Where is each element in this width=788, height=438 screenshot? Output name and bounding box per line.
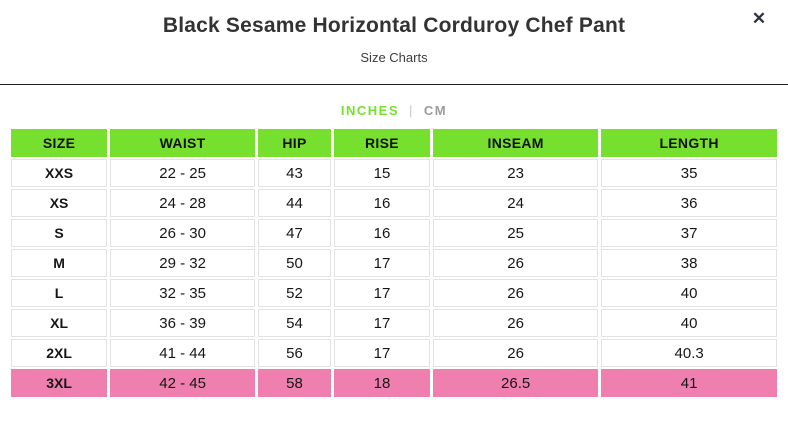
column-header-size: SIZE bbox=[11, 129, 108, 157]
size-cell: 3XL bbox=[11, 369, 108, 397]
modal-subtitle: Size Charts bbox=[360, 50, 428, 65]
header-row: SIZE WAIST HIP RISE INSEAM LENGTH bbox=[11, 129, 777, 157]
value-cell: 17 bbox=[333, 249, 431, 277]
unit-toggle-divider: | bbox=[409, 103, 414, 118]
value-cell: 18 bbox=[333, 369, 431, 397]
column-header-hip: HIP bbox=[258, 129, 331, 157]
value-cell: 25 bbox=[433, 219, 599, 247]
value-cell: 29 - 32 bbox=[110, 249, 256, 277]
table-row-l: L 32 - 35 52 17 26 40 bbox=[11, 279, 777, 307]
table-row-m: M 29 - 32 50 17 26 38 bbox=[11, 249, 777, 277]
value-cell: 52 bbox=[258, 279, 331, 307]
value-cell: 26 bbox=[433, 249, 599, 277]
value-cell: 36 bbox=[601, 189, 777, 217]
value-cell: 32 - 35 bbox=[110, 279, 256, 307]
value-cell: 40 bbox=[601, 279, 777, 307]
size-table: SIZE WAIST HIP RISE INSEAM LENGTH XXS 22 - 25 4… bbox=[8, 127, 780, 399]
size-table-head: SIZE WAIST HIP RISE INSEAM LENGTH bbox=[11, 129, 777, 157]
size-cell: L bbox=[11, 279, 108, 307]
size-table-wrap: SIZE WAIST HIP RISE INSEAM LENGTH XXS 22 - 25 4… bbox=[0, 118, 788, 399]
table-row-xs: XS 24 - 28 44 16 24 36 bbox=[11, 189, 777, 217]
value-cell: 38 bbox=[601, 249, 777, 277]
value-cell: 44 bbox=[258, 189, 331, 217]
table-row-xxs: XXS 22 - 25 43 15 23 35 bbox=[11, 159, 777, 187]
value-cell: 43 bbox=[258, 159, 331, 187]
value-cell: 15 bbox=[333, 159, 431, 187]
close-icon[interactable]: ✕ bbox=[746, 6, 772, 32]
value-cell: 41 - 44 bbox=[110, 339, 256, 367]
value-cell: 26 bbox=[433, 279, 599, 307]
value-cell: 54 bbox=[258, 309, 331, 337]
value-cell: 58 bbox=[258, 369, 331, 397]
size-cell: S bbox=[11, 219, 108, 247]
size-table-body: XXS 22 - 25 43 15 23 35 XS 24 - 28 44 16 24 36 S 26 -… bbox=[11, 159, 777, 397]
value-cell: 47 bbox=[258, 219, 331, 247]
value-cell: 22 - 25 bbox=[110, 159, 256, 187]
table-row-3xl: 3XL 42 - 45 58 18 26.5 41 bbox=[11, 369, 777, 397]
value-cell: 17 bbox=[333, 309, 431, 337]
table-row-s: S 26 - 30 47 16 25 37 bbox=[11, 219, 777, 247]
modal-header: Black Sesame Horizontal Corduroy Chef Pa… bbox=[0, 0, 788, 85]
value-cell: 26.5 bbox=[433, 369, 599, 397]
value-cell: 23 bbox=[433, 159, 599, 187]
column-header-inseam: INSEAM bbox=[433, 129, 599, 157]
page-title: Black Sesame Horizontal Corduroy Chef Pa… bbox=[162, 14, 626, 37]
value-cell: 26 bbox=[433, 339, 599, 367]
table-row-xl: XL 36 - 39 54 17 26 40 bbox=[11, 309, 777, 337]
value-cell: 17 bbox=[333, 339, 431, 367]
value-cell: 41 bbox=[601, 369, 777, 397]
size-cell: M bbox=[11, 249, 108, 277]
value-cell: 40 bbox=[601, 309, 777, 337]
value-cell: 56 bbox=[258, 339, 331, 367]
size-cell: XXS bbox=[11, 159, 108, 187]
value-cell: 17 bbox=[333, 279, 431, 307]
column-header-waist: WAIST bbox=[110, 129, 256, 157]
value-cell: 16 bbox=[333, 189, 431, 217]
size-cell: XL bbox=[11, 309, 108, 337]
table-row-2xl: 2XL 41 - 44 56 17 26 40.3 bbox=[11, 339, 777, 367]
value-cell: 16 bbox=[333, 219, 431, 247]
column-header-length: LENGTH bbox=[601, 129, 777, 157]
unit-toggle: INCHES | CM bbox=[0, 103, 788, 118]
value-cell: 36 - 39 bbox=[110, 309, 256, 337]
value-cell: 24 bbox=[433, 189, 599, 217]
unit-option-cm[interactable]: CM bbox=[423, 103, 448, 118]
size-cell: 2XL bbox=[11, 339, 108, 367]
value-cell: 42 - 45 bbox=[110, 369, 256, 397]
value-cell: 26 - 30 bbox=[110, 219, 256, 247]
value-cell: 35 bbox=[601, 159, 777, 187]
column-header-rise: RISE bbox=[333, 129, 431, 157]
value-cell: 37 bbox=[601, 219, 777, 247]
value-cell: 50 bbox=[258, 249, 331, 277]
value-cell: 40.3 bbox=[601, 339, 777, 367]
unit-option-inches[interactable]: INCHES bbox=[340, 103, 399, 118]
size-cell: XS bbox=[11, 189, 108, 217]
value-cell: 24 - 28 bbox=[110, 189, 256, 217]
value-cell: 26 bbox=[433, 309, 599, 337]
